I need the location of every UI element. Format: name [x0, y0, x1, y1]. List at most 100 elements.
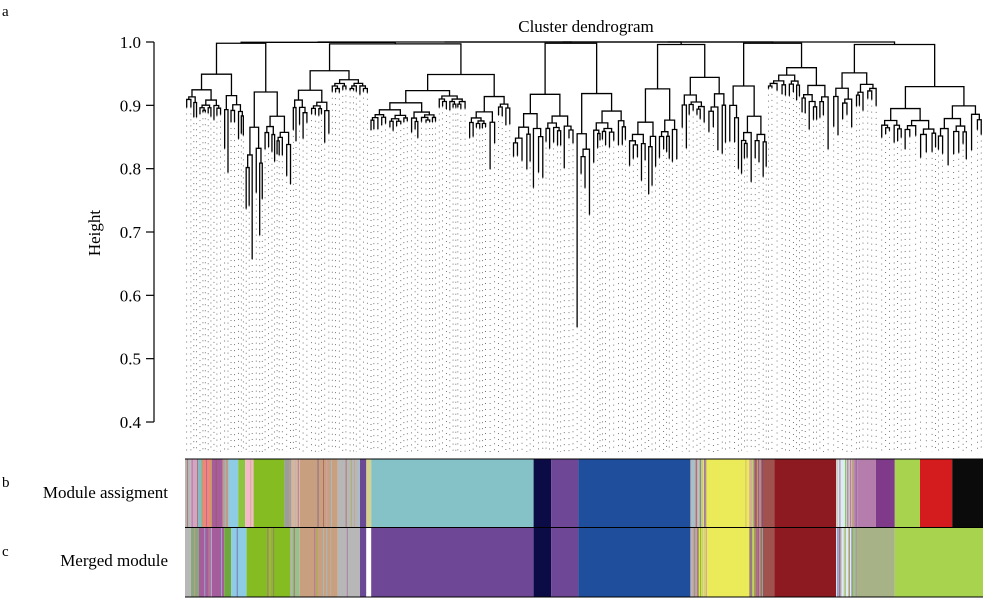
dendrogram-branch — [554, 127, 559, 142]
module-stripe — [755, 528, 756, 597]
dendrogram-branch — [822, 97, 828, 149]
dendrogram-branch — [471, 118, 481, 123]
module-stripe — [211, 528, 212, 597]
dendrogram-branch — [287, 144, 291, 184]
module-stripe — [323, 528, 324, 597]
dendrogram-branch — [659, 136, 663, 157]
dendrogram-branch — [954, 132, 959, 155]
module-segment — [185, 528, 191, 597]
module-segment — [238, 459, 245, 527]
module-stripe — [289, 459, 290, 527]
module-stripe — [194, 528, 195, 597]
module-stripe — [760, 528, 761, 597]
module-stripe — [351, 459, 352, 527]
module-stripe — [762, 459, 763, 527]
dendrogram-branch — [842, 73, 867, 88]
dendrogram-branch — [742, 141, 746, 174]
dendrogram-branch — [938, 136, 942, 154]
module-stripe — [705, 459, 706, 527]
module-stripe — [291, 528, 292, 597]
dendrogram-branch — [569, 130, 573, 143]
dendrogram-branch — [886, 128, 890, 134]
dendrogram-branch — [697, 109, 700, 119]
dendrogram-branch — [208, 108, 211, 117]
module-stripe — [216, 459, 217, 527]
dendrogram-branch — [482, 123, 485, 128]
module-stripe — [242, 528, 243, 597]
module-stripe — [704, 528, 705, 597]
dendrogram-branch — [439, 99, 444, 108]
dendrogram-branch — [618, 121, 623, 145]
module-stripe — [237, 528, 238, 597]
module-segment — [774, 528, 836, 597]
module-stripe — [837, 528, 838, 597]
dendrogram-branch — [225, 110, 228, 173]
dendrogram-branch — [293, 108, 296, 141]
module-segment — [203, 459, 212, 527]
module-stripe — [750, 528, 751, 597]
module-stripe — [693, 528, 694, 597]
y-tick-label: 0.8 — [120, 160, 141, 179]
module-segment — [338, 528, 360, 597]
dendrogram-branch — [782, 85, 785, 96]
dendrogram-branch — [226, 96, 236, 110]
dendrogram-branch — [711, 107, 718, 150]
y-tick-label: 0.4 — [120, 413, 142, 432]
y-axis: 0.4 0.5 0.6 0.7 0.8 0.9 1.0 — [120, 33, 154, 432]
module-segment — [578, 528, 690, 597]
module-stripe — [691, 528, 692, 597]
dendrogram-branch — [458, 104, 461, 109]
dendrogram-branch — [898, 129, 902, 141]
dendrogram-branch — [530, 94, 560, 116]
dendrogram-branch — [682, 105, 686, 148]
module-stripe — [849, 459, 850, 527]
dendrogram-branch — [476, 123, 479, 128]
dendrogram-branch — [546, 128, 550, 148]
module-stripe — [762, 528, 763, 597]
module-segment — [228, 459, 238, 527]
module-segment — [224, 528, 231, 597]
y-tick-label: 0.9 — [120, 96, 141, 115]
dendrogram-branch — [350, 88, 353, 90]
dendrogram-branch — [843, 103, 847, 119]
dendrogram-branch — [770, 83, 777, 90]
module-stripe — [851, 459, 852, 527]
dendrogram-branch — [622, 127, 625, 145]
module-segment — [876, 459, 895, 527]
module-stripe — [225, 459, 226, 527]
dendrogram-branch — [330, 44, 461, 75]
dendrogram-branch — [450, 102, 455, 111]
dendrogram-branch — [363, 88, 367, 92]
module-stripe — [696, 459, 697, 527]
dendrogram-branch — [963, 132, 966, 159]
module-stripe — [294, 528, 295, 597]
panel-label-b: b — [2, 475, 10, 491]
dendrogram-branch — [912, 121, 929, 130]
module-stripe — [697, 459, 698, 527]
module-stripe — [752, 528, 753, 597]
dendrogram-branch — [641, 144, 645, 181]
module-segment — [212, 459, 223, 527]
module-stripe — [700, 528, 701, 597]
module-segment — [360, 459, 366, 527]
dendrogram-branch — [747, 116, 760, 134]
module-bar-c — [185, 528, 983, 597]
bar-label-c: Merged module — [60, 551, 168, 570]
module-stripe — [323, 459, 324, 527]
module-stripe — [750, 459, 751, 527]
dendrogram-branch — [533, 129, 540, 188]
dendrogram-branch — [428, 75, 495, 97]
module-stripe — [840, 528, 841, 597]
module-stripe — [841, 528, 842, 597]
dendrogram-branch — [650, 136, 655, 166]
dendrogram-branch — [371, 120, 374, 130]
module-stripe — [758, 459, 759, 527]
module-stripe — [839, 459, 840, 527]
module-stripe — [837, 459, 838, 527]
module-stripe — [289, 528, 290, 597]
module-stripe — [295, 459, 296, 527]
module-stripe — [216, 528, 217, 597]
dendrogram-branch — [907, 126, 915, 136]
dendrogram-branch — [894, 125, 899, 142]
dendrogram-branch — [649, 147, 652, 194]
